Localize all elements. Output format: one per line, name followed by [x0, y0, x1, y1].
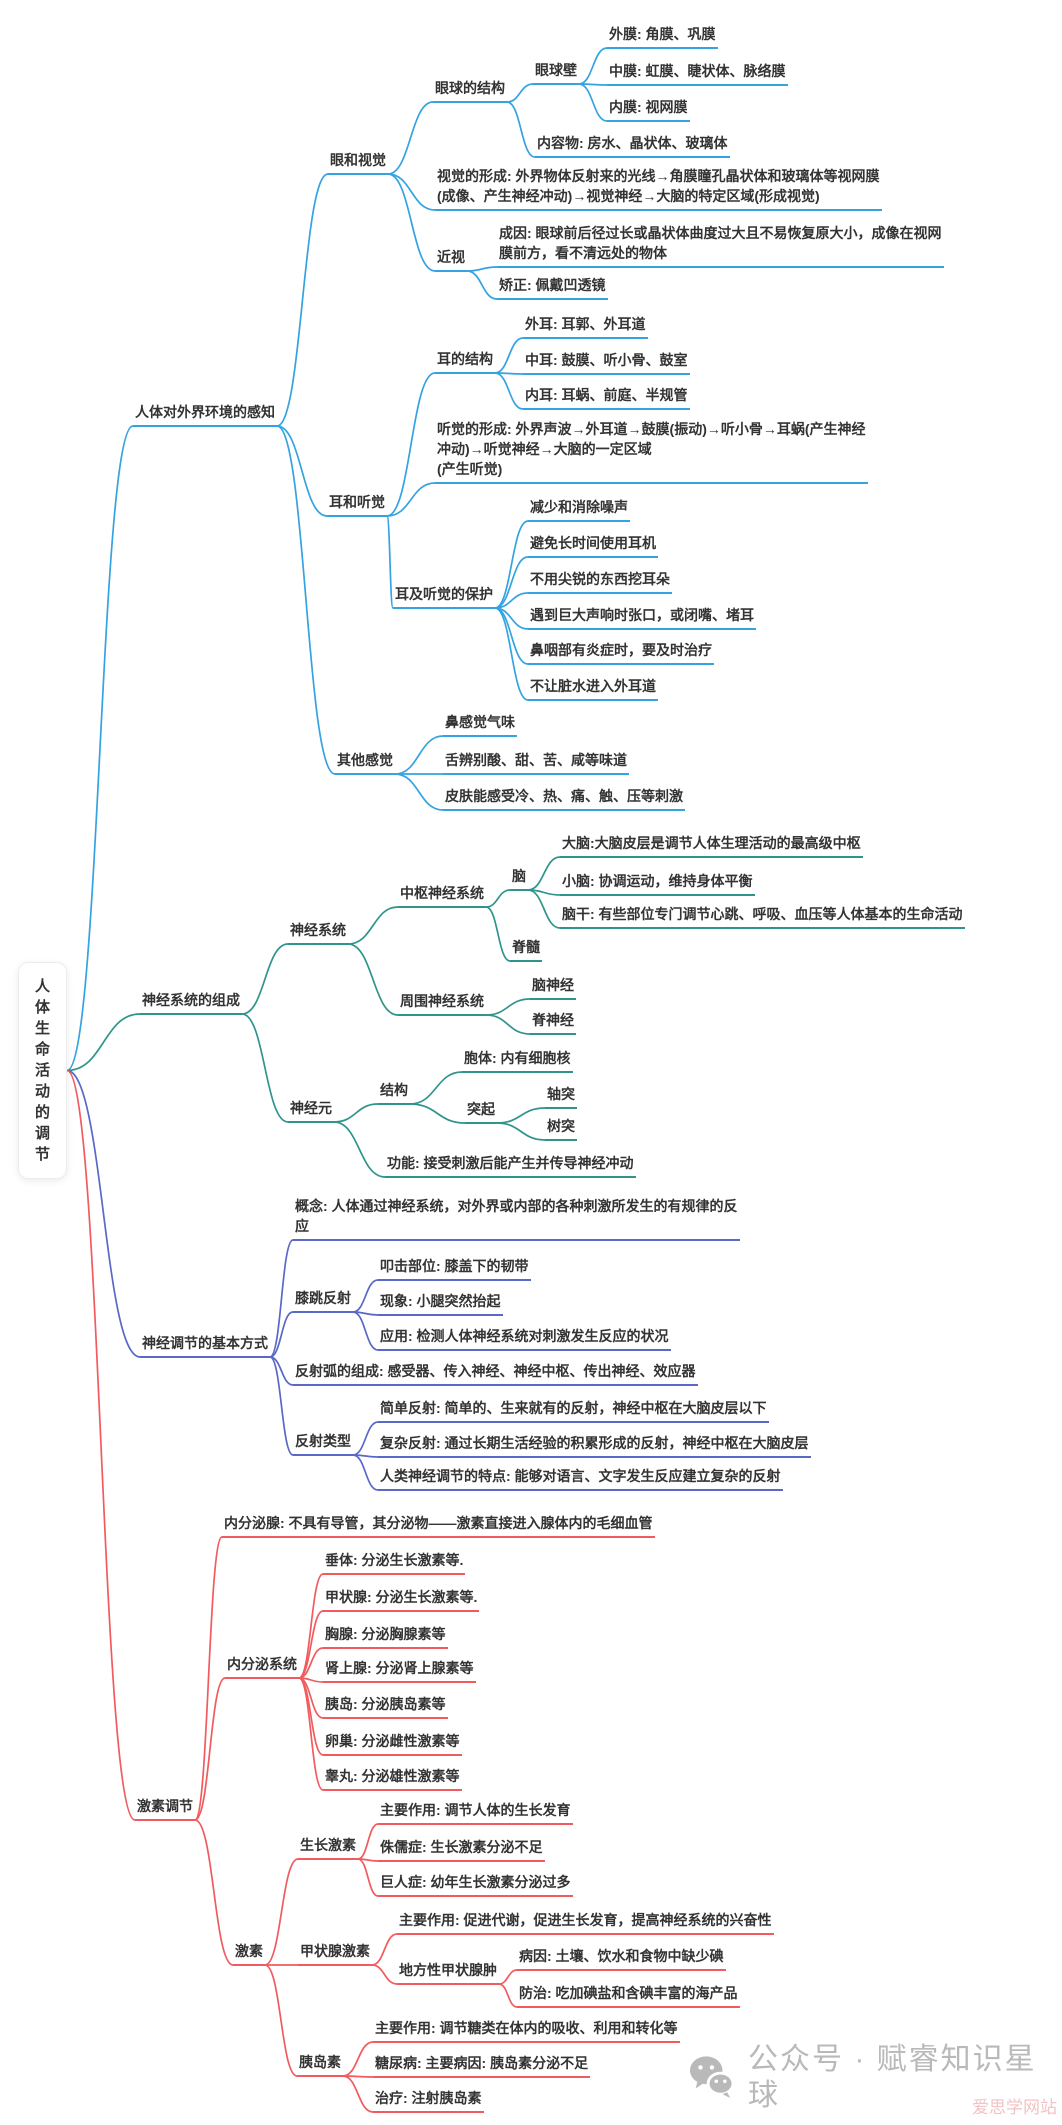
mindmap-node: 外膜: 角膜、巩膜	[607, 24, 718, 49]
mindmap-node: 人体对外界环境的感知	[133, 402, 277, 427]
mindmap-node: 脊髓	[510, 937, 542, 962]
mindmap-node: 胞体: 内有细胞核	[462, 1048, 573, 1073]
mindmap-node: 中膜: 虹膜、睫状体、脉络膜	[607, 61, 788, 86]
mindmap-node: 治疗: 注射胰岛素	[373, 2088, 484, 2113]
mindmap-node: 结构	[378, 1080, 410, 1105]
mindmap-node: 反射类型	[293, 1431, 353, 1456]
mindmap-node: 矫正: 佩戴凹透镜	[497, 275, 608, 300]
mindmap-node: 眼和视觉	[328, 150, 388, 175]
mindmap-node: 突起	[465, 1099, 497, 1124]
mindmap-node: 反射弧的组成: 感受器、传入神经、神经中枢、传出神经、效应器	[293, 1361, 698, 1386]
mindmap-node: 近视	[435, 247, 467, 272]
mindmap-node: 现象: 小腿突然抬起	[378, 1291, 503, 1316]
mindmap-node: 神经调节的基本方式	[140, 1333, 270, 1358]
mindmap-node: 神经元	[288, 1098, 334, 1123]
mindmap-node: 叩击部位: 膝盖下的韧带	[378, 1256, 531, 1281]
mindmap-node: 内膜: 视网膜	[607, 97, 690, 122]
mindmap-node: 人类神经调节的特点: 能够对语言、文字发生反应建立复杂的反射	[378, 1466, 783, 1491]
mindmap-node: 地方性甲状腺肿	[397, 1960, 499, 1985]
mindmap-node: 胰岛: 分泌胰岛素等	[323, 1694, 448, 1719]
mindmap-node: 病因: 土壤、饮水和食物中缺少碘	[517, 1946, 726, 1971]
mindmap-node: 其他感觉	[335, 750, 395, 775]
mindmap-node: 听觉的形成: 外界声波→外耳道→鼓膜(振动)→听小骨→耳蜗(产生神经 冲动)→听…	[435, 419, 868, 484]
mindmap-node: 成因: 眼球前后径过长或晶状体曲度过大且不易恢复原大小，成像在视网 膜前方，看不…	[497, 223, 944, 268]
mindmap-node: 神经系统的组成	[140, 990, 242, 1015]
mindmap-node: 眼球壁	[533, 60, 579, 85]
mindmap-node: 激素	[233, 1941, 265, 1966]
mindmap-node: 皮肤能感受冷、热、痛、触、压等刺激	[443, 786, 685, 811]
root-topic: 人体生命活动的调节	[18, 962, 67, 1179]
mindmap-node: 内耳: 耳蜗、前庭、半规管	[523, 385, 690, 410]
mindmap-node: 主要作用: 调节糖类在体内的吸收、利用和转化等	[373, 2018, 680, 2043]
mindmap-node: 睾丸: 分泌雄性激素等	[323, 1766, 462, 1791]
mindmap-node: 耳和听觉	[327, 492, 387, 517]
mindmap-node: 脑	[510, 866, 528, 891]
wechat-icon	[688, 2054, 735, 2103]
mindmap-node: 脊神经	[530, 1010, 576, 1035]
mindmap-node: 视觉的形成: 外界物体反射来的光线→角膜瞳孔晶状体和玻璃体等视网膜 (成像、产生…	[435, 166, 882, 211]
mindmap-node: 避免长时间使用耳机	[528, 533, 658, 558]
mindmap-node: 内分泌腺: 不具有导管，其分泌物——激素直接进入腺体内的毛细血管	[222, 1513, 655, 1538]
mindmap-node: 鼻咽部有炎症时，要及时治疗	[528, 640, 714, 665]
mindmap-node: 脑神经	[530, 975, 576, 1000]
mindmap-node: 外耳: 耳郭、外耳道	[523, 314, 648, 339]
mindmap-node: 脑干: 有些部位专门调节心跳、呼吸、血压等人体基本的生命活动	[560, 904, 965, 929]
mindmap-node: 甲状腺激素	[298, 1941, 372, 1966]
mindmap-node: 防治: 吃加碘盐和含碘丰富的海产品	[517, 1983, 740, 2008]
mindmap-node: 垂体: 分泌生长激素等.	[323, 1550, 466, 1575]
mindmap-node: 侏儒症: 生长激素分泌不足	[378, 1837, 545, 1862]
mindmap-node: 眼球的结构	[433, 78, 507, 103]
mindmap-node: 膝跳反射	[293, 1288, 353, 1313]
mindmap-node: 不用尖锐的东西挖耳朵	[528, 569, 672, 594]
mindmap-node: 不让脏水进入外耳道	[528, 676, 658, 701]
mindmap-node: 神经系统	[288, 920, 348, 945]
mindmap-node: 耳的结构	[435, 349, 495, 374]
mindmap-node: 概念: 人体通过神经系统，对外界或内部的各种刺激所发生的有规律的反 应	[293, 1196, 740, 1241]
mindmap-node: 生长激素	[298, 1835, 358, 1860]
mindmap-node: 卵巢: 分泌雌性激素等	[323, 1731, 462, 1756]
mindmap-node: 鼻感觉气味	[443, 712, 517, 737]
mindmap-node: 胸腺: 分泌胸腺素等	[323, 1624, 448, 1649]
mindmap-node: 减少和消除噪声	[528, 497, 630, 522]
mindmap-node: 糖尿病: 主要病因: 胰岛素分泌不足	[373, 2053, 591, 2078]
mindmap-node: 舌辨别酸、甜、苦、咸等味道	[443, 750, 629, 775]
mindmap-node: 大脑:大脑皮层是调节人体生理活动的最高级中枢	[560, 833, 863, 858]
mindmap-node: 应用: 检测人体神经系统对刺激发生反应的状况	[378, 1326, 671, 1351]
watermark-account-text: 公众号 · 赋睿知识星球	[748, 2043, 1037, 2112]
mindmap-node: 遇到巨大声响时张口，或闭嘴、堵耳	[528, 605, 756, 630]
watermark-site-text: 爱思学网站	[972, 2098, 1057, 2117]
mindmap-node: 轴突	[545, 1084, 577, 1109]
mindmap-node: 内容物: 房水、晶状体、玻璃体	[535, 133, 730, 158]
mindmap-node: 主要作用: 调节人体的生长发育	[378, 1800, 573, 1825]
mindmap-node: 激素调节	[135, 1796, 195, 1821]
mindmap-node: 树突	[545, 1116, 577, 1141]
mindmap-node: 中枢神经系统	[398, 883, 486, 908]
mindmap-node: 肾上腺: 分泌肾上腺素等	[323, 1658, 476, 1683]
mindmap-node: 内分泌系统	[225, 1654, 299, 1679]
mindmap-node: 耳及听觉的保护	[393, 584, 495, 609]
mindmap-node: 功能: 接受刺激后能产生并传导神经冲动	[385, 1153, 636, 1178]
mindmap-node: 巨人症: 幼年生长激素分泌过多	[378, 1872, 573, 1897]
mindmap-node: 中耳: 鼓膜、听小骨、鼓室	[523, 350, 690, 375]
mindmap-node: 周围神经系统	[398, 991, 486, 1016]
mindmap-node: 胰岛素	[297, 2052, 343, 2077]
mindmap-node: 简单反射: 简单的、生来就有的反射，神经中枢在大脑皮层以下	[378, 1398, 769, 1423]
watermark: 公众号 · 赋睿知识星球	[688, 2042, 1062, 2114]
mindmap-node: 主要作用: 促进代谢，促进生长发育，提高神经系统的兴奋性	[397, 1910, 774, 1935]
mindmap-node: 小脑: 协调运动，维持身体平衡	[560, 871, 755, 896]
mindmap-node: 甲状腺: 分泌生长激素等.	[323, 1587, 480, 1612]
mindmap-node: 复杂反射: 通过长期生活经验的积累形成的反射，神经中枢在大脑皮层	[378, 1433, 811, 1458]
